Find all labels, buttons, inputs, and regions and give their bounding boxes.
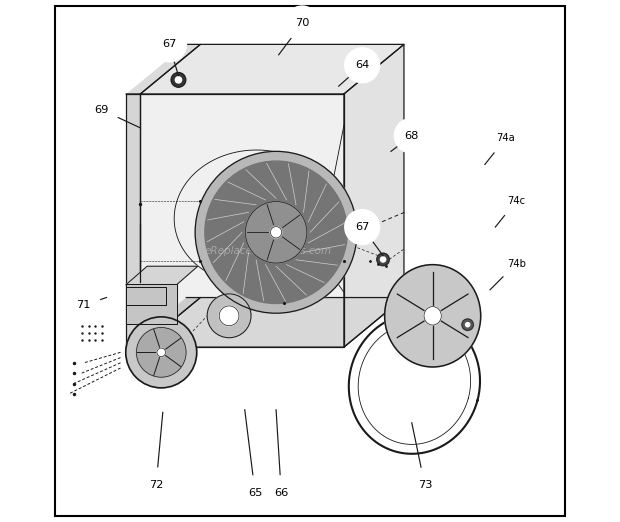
Circle shape: [264, 476, 298, 511]
Circle shape: [238, 476, 272, 511]
Circle shape: [345, 210, 379, 244]
Circle shape: [175, 77, 182, 83]
Circle shape: [345, 48, 379, 82]
Circle shape: [84, 92, 118, 127]
Polygon shape: [126, 284, 177, 324]
Text: 67: 67: [355, 222, 370, 232]
Circle shape: [171, 73, 186, 87]
Circle shape: [246, 201, 307, 263]
Circle shape: [126, 317, 197, 388]
Circle shape: [195, 151, 357, 313]
Circle shape: [462, 319, 474, 330]
Text: 69: 69: [94, 104, 108, 115]
Polygon shape: [126, 298, 200, 347]
Text: 72: 72: [149, 480, 163, 491]
Circle shape: [157, 348, 166, 357]
Polygon shape: [126, 94, 140, 347]
Text: 66: 66: [274, 488, 288, 499]
Circle shape: [139, 468, 173, 503]
Text: 67: 67: [162, 39, 176, 50]
Text: 73: 73: [418, 480, 432, 491]
Circle shape: [66, 288, 100, 323]
Text: eReplacementParts.com: eReplacementParts.com: [205, 245, 332, 256]
Polygon shape: [126, 266, 198, 284]
Text: 71: 71: [76, 300, 90, 311]
Circle shape: [489, 121, 523, 156]
Circle shape: [152, 27, 186, 62]
Circle shape: [499, 184, 533, 218]
Polygon shape: [126, 44, 200, 94]
Circle shape: [394, 118, 429, 153]
Text: 74a: 74a: [497, 133, 515, 144]
Text: 70: 70: [295, 18, 309, 29]
Circle shape: [270, 227, 281, 238]
Circle shape: [381, 257, 386, 262]
Circle shape: [499, 246, 533, 281]
Circle shape: [136, 327, 186, 377]
Ellipse shape: [424, 306, 441, 325]
Polygon shape: [140, 94, 344, 347]
Text: 74b: 74b: [507, 258, 526, 269]
Polygon shape: [140, 44, 404, 94]
Polygon shape: [140, 298, 404, 347]
Circle shape: [466, 323, 470, 327]
Circle shape: [205, 161, 347, 303]
Ellipse shape: [384, 265, 480, 367]
Circle shape: [219, 306, 239, 326]
Text: 74c: 74c: [507, 196, 525, 206]
Text: 65: 65: [248, 488, 262, 499]
Text: 68: 68: [405, 130, 419, 141]
Text: 64: 64: [355, 60, 370, 70]
Circle shape: [377, 253, 389, 266]
Circle shape: [285, 6, 319, 41]
Polygon shape: [344, 44, 404, 347]
Circle shape: [407, 468, 442, 503]
Polygon shape: [126, 287, 166, 305]
Circle shape: [207, 294, 251, 338]
